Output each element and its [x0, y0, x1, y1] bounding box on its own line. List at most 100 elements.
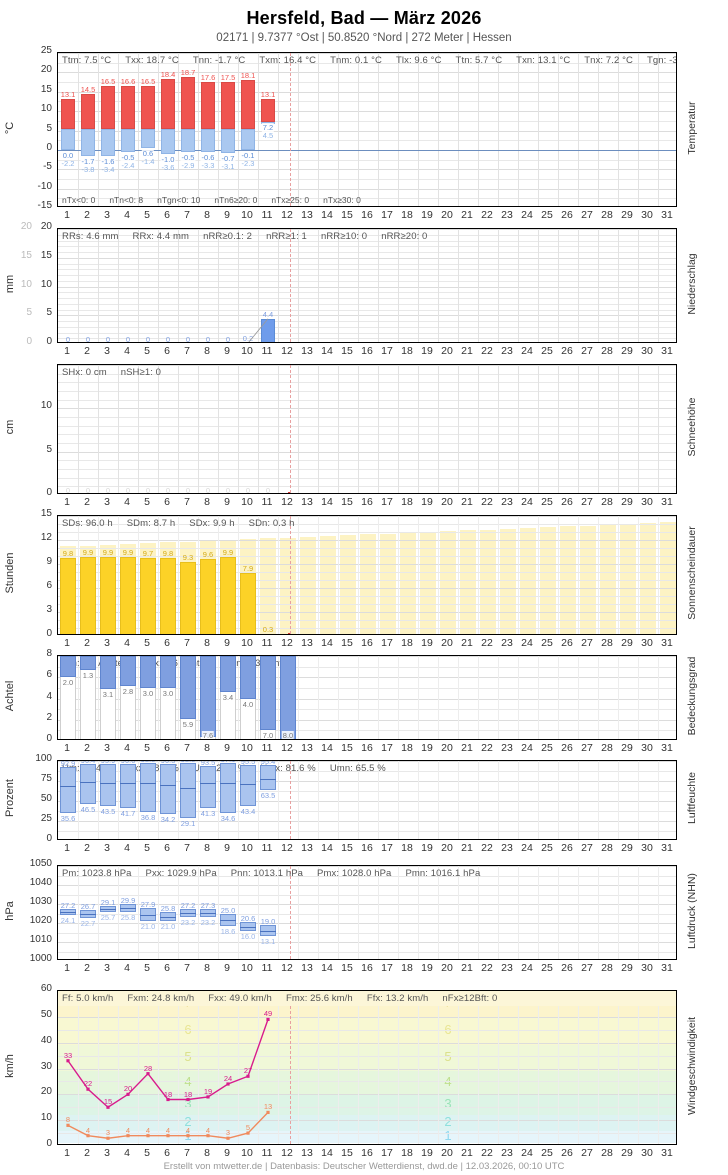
data-value-label: 23.2: [200, 917, 216, 927]
grid-line-vertical: [198, 656, 199, 739]
daylength-bar: [380, 533, 396, 634]
x-axis-tick-label: 27: [581, 742, 593, 754]
x-axis-tick-label: 9: [224, 962, 230, 974]
wind-gust-line-point: [126, 1092, 130, 1096]
grid-line-vertical: [638, 229, 639, 342]
data-value-label: 3: [225, 1128, 231, 1138]
wind-gust-line-point: [206, 1095, 210, 1099]
grid-line-vertical: [138, 866, 139, 959]
x-axis-tick-label: 11: [261, 842, 273, 854]
beaufort-label: 6: [444, 1022, 451, 1037]
panel-stats-top: Pm: 1023.8 hPa Pxx: 1029.9 hPa Pnn: 1013.1…: [62, 868, 494, 879]
x-axis-tick-label: 22: [481, 345, 493, 357]
grid-line-horizontal: [58, 460, 676, 462]
stat-item: Ttn: 5.7 °C: [455, 55, 503, 66]
grid-line-vertical: [478, 866, 479, 959]
x-axis-tick-label: 26: [561, 1147, 573, 1159]
grid-line-horizontal: [58, 1133, 676, 1135]
humidity-range-bar: [180, 762, 196, 818]
data-value-label: 25.8: [160, 903, 176, 913]
grid-line-horizontal: [58, 275, 676, 276]
grid-line-vertical: [78, 991, 79, 1144]
y-axis-tick-label: 5: [46, 307, 52, 319]
x-axis-tick-label: 9: [224, 209, 230, 221]
stat-item: SHx: 0 cm: [62, 367, 107, 378]
grid-line-vertical: [298, 866, 299, 959]
x-axis-tick-label: 1: [64, 637, 70, 649]
grid-line-vertical: [478, 656, 479, 739]
x-axis-tick-label: 3: [104, 209, 110, 221]
panel-title-right: Niederschlag: [686, 252, 698, 315]
grid-line-vertical: [538, 991, 539, 1144]
x-axis-tick-label: 16: [361, 742, 373, 754]
x-axis-tick-label: 20: [441, 209, 453, 221]
x-axis-tick-label: 1: [64, 209, 70, 221]
grid-line-vertical: [138, 991, 139, 1144]
data-value-label: -3.6: [161, 162, 175, 172]
humidity-mean-line: [240, 784, 256, 786]
grid-line-vertical: [398, 365, 399, 493]
wind-mean-line-point: [126, 1134, 130, 1138]
daylength-bar: [440, 531, 456, 634]
grid-line-vertical: [378, 866, 379, 959]
humidity-range-bar: [200, 766, 216, 808]
data-value-label: 0: [65, 486, 71, 493]
x-axis-tick-label: 22: [481, 742, 493, 754]
grid-line-horizontal: [58, 677, 676, 679]
x-axis-tick-label: 2: [84, 496, 90, 508]
grid-line-horizontal: [58, 120, 676, 122]
x-axis-tick-label: 5: [144, 209, 150, 221]
grid-line-vertical: [98, 516, 99, 634]
panel-stats-top: SDs: 96.0 h SDm: 8.7 h SDx: 9.9 h SDn: 0.3 …: [62, 518, 309, 529]
x-axis-tick-label: 24: [521, 345, 533, 357]
data-value-label: 97.1: [221, 761, 236, 764]
humidity-range-bar: [160, 763, 176, 814]
grid-line-horizontal: [58, 771, 676, 772]
grid-line-vertical: [178, 516, 179, 634]
x-axis-tick-label: 14: [321, 209, 333, 221]
data-value-label: 27: [243, 1066, 253, 1076]
data-value-label: 7.9: [242, 563, 254, 573]
grid-line-horizontal: [58, 1107, 676, 1109]
data-value-label: 5: [245, 1123, 251, 1133]
y-axis-tick-label-secondary: 15: [20, 249, 32, 261]
cloud-cover-bar: [80, 656, 96, 670]
stat-item: Tnx: 7.2 °C: [584, 55, 634, 66]
x-axis-tick-label: 24: [521, 209, 533, 221]
x-axis-tick-label: 2: [84, 962, 90, 974]
y-axis-title: °C: [4, 121, 16, 134]
data-value-label: 16.5: [140, 76, 156, 86]
sunshine-bar: [100, 556, 116, 634]
grid-line-vertical: [218, 991, 219, 1144]
x-axis-tick-label: 13: [301, 496, 313, 508]
x-axis-tick-label: 28: [601, 496, 613, 508]
wind-gust-line-point: [246, 1074, 250, 1078]
x-axis-tick-label: 9: [224, 842, 230, 854]
x-axis-tick-label: 27: [581, 1147, 593, 1159]
beaufort-label: 1: [444, 1127, 452, 1143]
data-value-label: 9.9: [82, 547, 94, 557]
grid-line-vertical: [138, 229, 139, 342]
stat-item: RRs: 4.6 mm: [62, 231, 119, 242]
grid-line-vertical: [358, 516, 359, 634]
cloud-cover-bar: [240, 656, 256, 699]
grid-line-vertical: [78, 365, 79, 493]
x-axis-tick-label: 7: [184, 637, 190, 649]
beaufort-label: 2: [184, 1113, 192, 1129]
grid-line-horizontal: [58, 111, 676, 113]
wind-gust-line-point: [66, 1059, 70, 1063]
grid-line-horizontal: [58, 332, 676, 334]
page-title: Hersfeld, Bad — März 2026: [246, 8, 482, 28]
x-axis-tick-label: 20: [441, 345, 453, 357]
panel-stats-top: Ff: 5.0 km/h Fxm: 24.8 km/h Fxx: 49.0 km/h…: [62, 993, 511, 1004]
y-axis-tick-label: -10: [37, 180, 52, 192]
grid-line-vertical: [238, 866, 239, 959]
x-axis-tick-label: 8: [204, 742, 210, 754]
grid-line-vertical: [218, 53, 219, 206]
x-axis-tick-label: 7: [184, 1147, 190, 1159]
stat-item: Tlx: 9.6 °C: [395, 55, 442, 66]
grid-line-horizontal: [58, 373, 676, 375]
grid-line-vertical: [558, 229, 559, 342]
grid-line-horizontal: [58, 596, 676, 597]
grid-line-horizontal: [58, 169, 676, 171]
